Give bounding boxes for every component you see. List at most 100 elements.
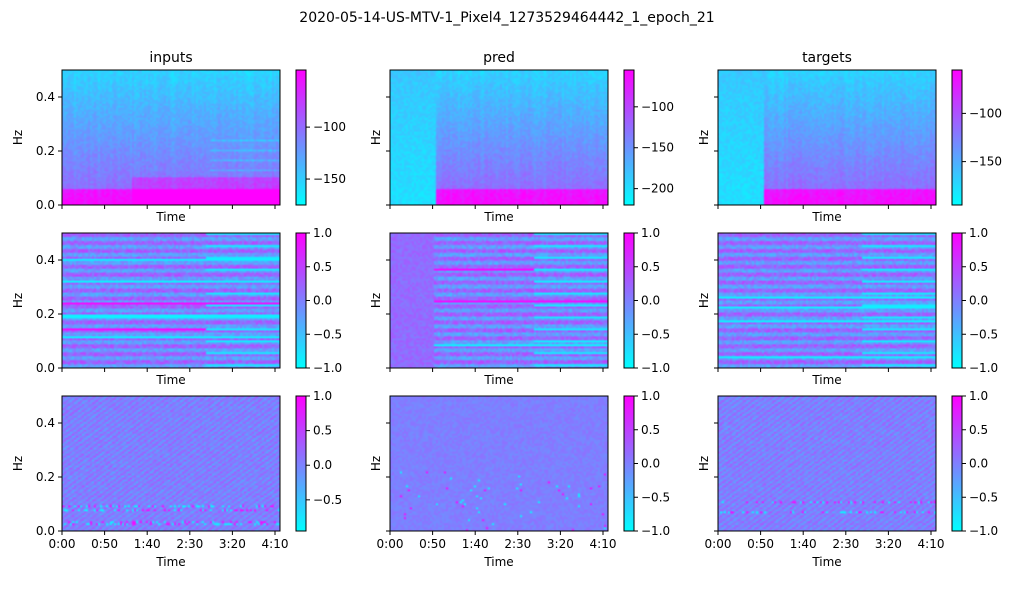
panel-1-2: Hz Time 1.0 0.5 0.0 −0.5 −1.0 [697,226,998,387]
y-axis-label: Hz [369,130,383,145]
y-axis-label: Hz [697,456,711,471]
x-tick-label: 1:40 [134,537,161,551]
y-tick-label: 0.2 [36,144,55,158]
axes-frame [389,395,609,532]
colorbar-tick-label: 0.5 [313,260,332,274]
x-axis-label: Time [483,210,513,224]
y-tick-label: 0.2 [36,470,55,484]
heatmap-image [62,233,280,368]
heatmap-image [390,70,608,205]
colorbar-tick-label: 0.0 [641,457,660,471]
panel-0-0: inputs 0.0 0.2 0.4 Hz Time −100 −150 [11,50,346,224]
colorbar-tick-label: 0.0 [313,294,332,308]
heatmap-image [718,233,936,368]
heatmap-image [62,70,280,205]
y-tick-label: 0.4 [36,253,55,267]
axes-frame [389,232,609,369]
x-tick-label: 0:00 [49,537,76,551]
colorbar-tick-label: −0.5 [641,490,670,504]
y-axis-label: Hz [11,293,25,308]
y-axis-label: Hz [11,130,25,145]
colorbar-tick-label: 1.0 [313,226,332,240]
colorbar [623,69,635,206]
colorbar-tick-label: 0.5 [313,424,332,438]
colorbar [951,69,963,206]
colorbar [623,395,635,532]
y-axis-label: Hz [697,293,711,308]
colorbar-tick-label: −100 [641,100,674,114]
x-tick-label: 4:10 [262,537,289,551]
colorbar [295,69,307,206]
colorbar-tick-label: 0.5 [641,423,660,437]
y-tick-label: 0.0 [36,198,55,212]
panel-title: pred [483,50,515,66]
panel-title: targets [802,50,852,66]
x-tick-label: 1:40 [790,537,817,551]
colorbar-tick-label: 0.0 [969,457,988,471]
panel-2-0: 0.0 0.2 0.4 Hz 0:00 0:50 1:40 2:30 3:20 4:10 Time 1… [11,389,342,569]
x-axis-label: Time [155,555,185,569]
colorbar-tick-label: 1.0 [969,389,988,403]
colorbar-tick-label: −200 [641,182,674,196]
panel-2-1: Hz 0:00 0:50 1:40 2:30 3:20 4:10 Time 1.0 0.5 0.0 −… [369,389,670,569]
colorbar-tick-label: 1.0 [969,226,988,240]
x-tick-label: 3:20 [547,537,574,551]
y-axis-label: Hz [369,456,383,471]
colorbar-tick-label: 1.0 [313,389,332,403]
y-axis-label: Hz [369,293,383,308]
y-tick-label: 0.4 [36,90,55,104]
panel-title: inputs [149,50,192,66]
colorbar-tick-label: −1.0 [641,524,670,538]
colorbar-tick-label: −0.5 [969,490,998,504]
colorbar [623,232,635,369]
x-tick-label: 1:40 [462,537,489,551]
colorbar-tick-label: −150 [641,141,674,155]
x-axis-label: Time [155,373,185,387]
x-axis-label: Time [155,210,185,224]
colorbar-tick-label: 0.5 [641,260,660,274]
axes-frame [717,395,937,532]
axes-frame [61,232,281,369]
panel-2-2: Hz 0:00 0:50 1:40 2:30 3:20 4:10 Time 1.0 0.5 0.0 −… [697,389,998,569]
axes-frame [717,232,937,369]
panel-1-0: 0.0 0.2 0.4 Hz Time 1.0 0.5 0.0 −0.5 −1.0 [11,226,342,387]
heatmap-image [718,70,936,205]
colorbar-tick-label: 0.0 [969,294,988,308]
colorbar [951,232,963,369]
x-tick-label: 0:00 [705,537,732,551]
colorbar-tick-label: −0.5 [641,327,670,341]
y-axis-label: Hz [11,456,25,471]
colorbar-tick-label: 0.0 [641,294,660,308]
x-axis-label: Time [483,555,513,569]
colorbar-tick-label: −100 [969,106,1002,120]
x-tick-label: 0:00 [377,537,404,551]
y-tick-label: 0.2 [36,307,55,321]
panel-1-1: Hz Time 1.0 0.5 0.0 −0.5 −1.0 [369,226,670,387]
x-tick-label: 3:20 [219,537,246,551]
x-tick-label: 3:20 [875,537,902,551]
colorbar-tick-label: 0.5 [969,260,988,274]
colorbar-tick-label: −1.0 [969,524,998,538]
x-tick-label: 4:10 [590,537,617,551]
colorbar-tick-label: 0.5 [969,423,988,437]
colorbar-tick-label: −1.0 [969,361,998,375]
colorbar-tick-label: −0.5 [313,327,342,341]
x-tick-label: 0:50 [419,537,446,551]
axes-frame [389,69,609,206]
y-tick-label: 0.0 [36,524,55,538]
y-tick-label: 0.4 [36,416,55,430]
colorbar-tick-label: −1.0 [641,361,670,375]
colorbar-tick-label: 1.0 [641,226,660,240]
x-axis-label: Time [811,210,841,224]
colorbar [295,232,307,369]
panel-0-2: targets Hz Time −100 −150 [697,50,1002,224]
colorbar-tick-label: −150 [969,155,1002,169]
colorbar-tick-label: −100 [313,120,346,134]
y-tick-label: 0.0 [36,361,55,375]
x-tick-label: 4:10 [918,537,945,551]
y-axis-label: Hz [697,130,711,145]
x-axis-label: Time [811,555,841,569]
heatmap-image [390,233,608,368]
colorbar-tick-label: −150 [313,172,346,186]
